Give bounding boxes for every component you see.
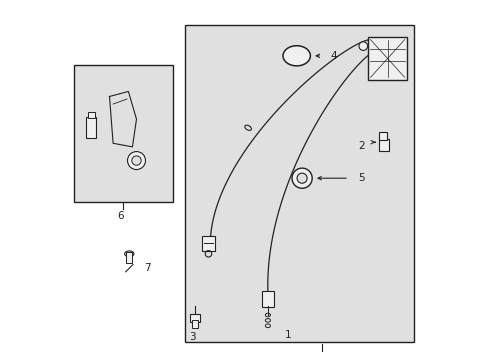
Text: 7: 7 bbox=[143, 263, 150, 273]
Circle shape bbox=[291, 168, 311, 188]
Text: 6: 6 bbox=[117, 211, 123, 221]
Bar bbox=[73, 65, 172, 202]
Ellipse shape bbox=[244, 125, 251, 130]
FancyBboxPatch shape bbox=[367, 37, 407, 80]
FancyBboxPatch shape bbox=[378, 139, 388, 151]
Text: 4: 4 bbox=[330, 51, 337, 61]
Circle shape bbox=[358, 42, 367, 50]
Circle shape bbox=[127, 152, 145, 170]
Text: 5: 5 bbox=[357, 173, 364, 183]
Text: 1: 1 bbox=[284, 330, 290, 340]
FancyBboxPatch shape bbox=[261, 291, 273, 307]
FancyBboxPatch shape bbox=[190, 314, 200, 322]
Ellipse shape bbox=[283, 46, 310, 66]
Ellipse shape bbox=[124, 251, 134, 257]
FancyBboxPatch shape bbox=[192, 320, 198, 328]
Circle shape bbox=[132, 156, 141, 165]
FancyBboxPatch shape bbox=[86, 117, 96, 138]
Circle shape bbox=[296, 173, 306, 183]
Bar bbox=[185, 25, 413, 342]
FancyBboxPatch shape bbox=[202, 236, 215, 251]
FancyBboxPatch shape bbox=[379, 132, 386, 140]
Text: 2: 2 bbox=[357, 141, 364, 151]
FancyBboxPatch shape bbox=[88, 112, 95, 118]
Text: 3: 3 bbox=[188, 332, 195, 342]
FancyBboxPatch shape bbox=[126, 252, 132, 263]
